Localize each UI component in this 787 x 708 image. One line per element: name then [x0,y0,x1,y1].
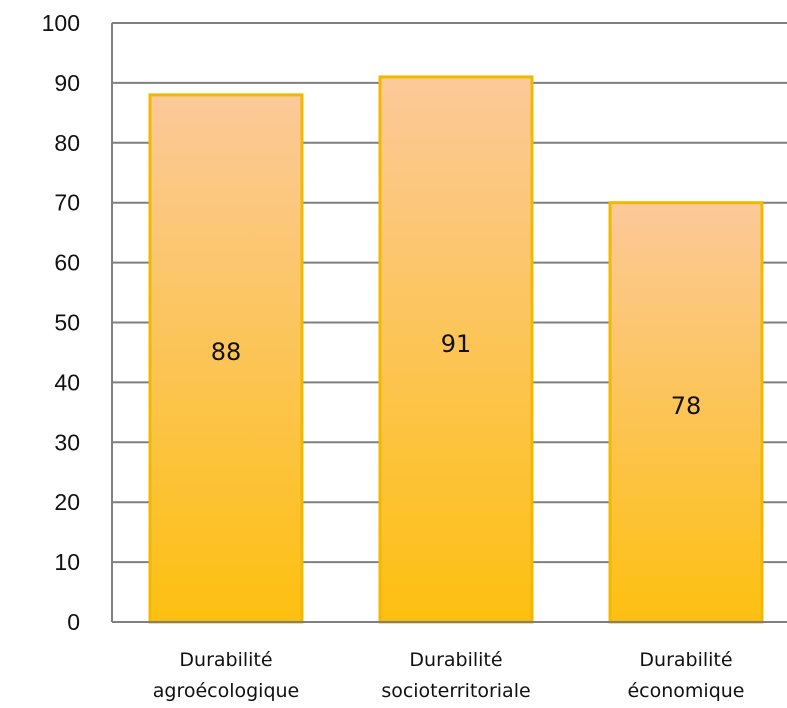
y-tick-label-80: 80 [54,130,80,156]
labels: 0 10 20 30 40 50 60 70 80 90 100 88 Durabilité agroéc… [42,10,745,702]
y-tick-label-90: 90 [54,70,80,96]
y-tick-label-20: 20 [54,489,80,515]
y-tick-label-40: 40 [54,369,80,395]
y-tick-label-100: 100 [42,10,80,36]
axes [111,22,787,623]
bar-2 [378,75,534,624]
y-tick-label-60: 60 [54,250,80,276]
x-category-label-3-line-2: économique [627,680,744,702]
x-category-label-1-line-1: Durabilité [179,649,272,671]
y-tick-label-70: 70 [54,190,80,216]
y-tick-label-0: 0 [67,609,80,635]
bar-1 [148,93,304,624]
y-tick-label-10: 10 [54,549,80,575]
x-category-label-2-line-2: socioterritoriale [381,680,530,702]
x-category-label-3-line-1: Durabilité [639,649,732,671]
y-tick-label-50: 50 [54,310,80,336]
x-category-label-2-line-1: Durabilité [409,649,502,671]
x-category-label-1-line-2: agroécologique [153,680,300,702]
bar-data-label-2: 91 [441,330,472,358]
bar-data-label-1: 88 [211,338,242,366]
bar-data-label-3: 78 [671,392,702,420]
y-tick-label-30: 30 [54,429,80,455]
